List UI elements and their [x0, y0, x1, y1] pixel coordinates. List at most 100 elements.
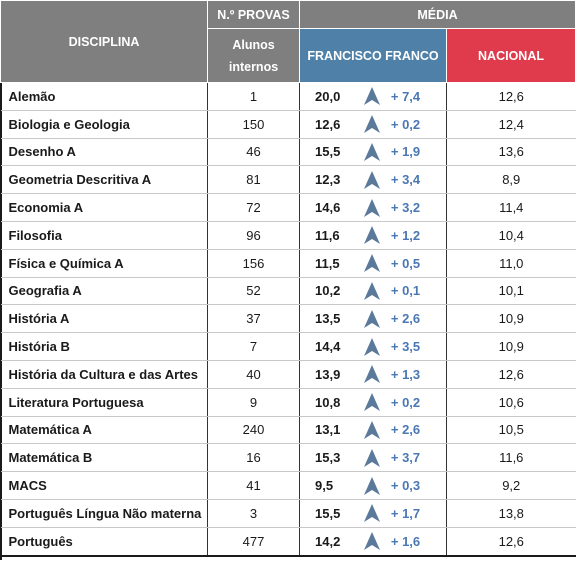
cell-nacional: 10,9 [446, 304, 576, 334]
cell-nacional: 9,2 [446, 471, 576, 500]
ff-score: 13,1 [315, 422, 341, 438]
cell-francisco-franco: 12,6 + 0,2 [299, 110, 447, 139]
ff-score: 11,6 [315, 227, 340, 243]
header-disciplina: DISCIPLINA [0, 0, 208, 83]
ff-difference: + 0,2 [390, 116, 421, 132]
cell-disciplina: Filosofia [0, 221, 208, 250]
ff-score: 20,0 [315, 88, 341, 104]
table-row: Biologia e Geologia 150 12,6 + 0,2 12,4 [0, 110, 576, 139]
cell-provas: 96 [207, 221, 300, 250]
ff-difference: + 7,4 [390, 88, 421, 104]
cell-provas: 1 [207, 82, 300, 111]
header-n-provas: N.º PROVAS [207, 0, 300, 29]
cell-disciplina: MACS [0, 471, 208, 500]
cell-francisco-franco: 13,9 + 1,3 [299, 360, 447, 389]
ff-score: 14,4 [315, 339, 341, 355]
cell-nacional: 12,6 [446, 527, 576, 557]
ff-score: 14,2 [315, 533, 341, 549]
cell-provas: 3 [207, 499, 300, 528]
up-arrow-icon [361, 531, 383, 551]
cell-nacional: 10,6 [446, 388, 576, 417]
cell-provas: 240 [207, 416, 300, 445]
header-francisco-franco-label: FRANCISCO FRANCO [307, 48, 439, 63]
cell-provas: 40 [207, 360, 300, 389]
ff-difference: + 2,6 [390, 422, 421, 438]
ff-difference: + 1,2 [390, 227, 421, 243]
header-nacional: NACIONAL [446, 28, 576, 83]
cell-francisco-franco: 9,5 + 0,3 [299, 471, 447, 500]
up-arrow-icon [361, 253, 383, 273]
up-arrow-icon [361, 476, 383, 496]
cell-nacional: 12,6 [446, 360, 576, 389]
cell-provas: 41 [207, 471, 300, 500]
cell-provas: 7 [207, 332, 300, 361]
header-n-provas-label: N.º PROVAS [217, 7, 290, 22]
up-arrow-icon [361, 392, 383, 412]
cell-disciplina: História B [0, 332, 208, 361]
table-row: Geografia A 52 10,2 + 0,1 10,1 [0, 277, 576, 306]
ff-difference: + 3,2 [390, 200, 421, 216]
cell-provas: 16 [207, 443, 300, 473]
table-row: Alemão 1 20,0 + 7,4 12,6 [0, 82, 576, 111]
up-arrow-icon [361, 114, 383, 134]
cell-disciplina: Geometria Descritiva A [0, 165, 208, 195]
table-row: Matemática A 240 13,1 + 2,6 10,5 [0, 416, 576, 445]
header-francisco-franco: FRANCISCO FRANCO [299, 28, 447, 83]
table-row: MACS 41 9,5 + 0,3 9,2 [0, 471, 576, 500]
table-row: Filosofia 96 11,6 + 1,2 10,4 [0, 221, 576, 250]
cell-disciplina: Física e Química A [0, 249, 208, 278]
ff-score: 15,5 [315, 505, 341, 521]
table-row: Matemática B 16 15,3 + 3,7 11,6 [0, 443, 576, 473]
ff-score: 10,8 [315, 394, 341, 410]
results-table-body: Alemão 1 20,0 + 7,4 12,6 Biologia e Geologia 1… [0, 82, 576, 557]
up-arrow-icon [361, 364, 383, 384]
cell-nacional: 13,6 [446, 138, 576, 167]
header-nacional-label: NACIONAL [478, 48, 544, 63]
cell-francisco-franco: 10,2 + 0,1 [299, 277, 447, 306]
table-row: História B 7 14,4 + 3,5 10,9 [0, 332, 576, 361]
ff-difference: + 1,9 [390, 144, 421, 160]
ff-difference: + 3,4 [390, 172, 421, 188]
cell-provas: 477 [207, 527, 300, 557]
ff-score: 15,3 [315, 450, 341, 466]
table-row: História da Cultura e das Artes 40 13,9 + 1… [0, 360, 576, 389]
cell-francisco-franco: 14,6 + 3,2 [299, 193, 447, 222]
cell-francisco-franco: 10,8 + 0,2 [299, 388, 447, 417]
cell-nacional: 11,4 [446, 193, 576, 222]
cell-provas: 156 [207, 249, 300, 278]
up-arrow-icon [361, 198, 383, 218]
cell-francisco-franco: 11,6 + 1,2 [299, 221, 447, 250]
cell-disciplina: Português [0, 527, 208, 557]
header-media: MÉDIA [299, 0, 576, 29]
table-row: Português Língua Não materna 3 15,5 + 1,7 13… [0, 499, 576, 528]
header-alunos-label: Alunos [232, 37, 275, 52]
cell-nacional: 8,9 [446, 165, 576, 195]
cell-disciplina: Literatura Portuguesa [0, 388, 208, 417]
ff-score: 12,3 [315, 172, 341, 188]
table-row: Economia A 72 14,6 + 3,2 11,4 [0, 193, 576, 222]
table-row: História A 37 13,5 + 2,6 10,9 [0, 304, 576, 334]
up-arrow-icon [361, 170, 383, 190]
ff-score: 12,6 [315, 116, 341, 132]
cell-nacional: 11,6 [446, 443, 576, 473]
table-row: Geometria Descritiva A 81 12,3 + 3,4 8,9 [0, 165, 576, 195]
ff-difference: + 0,1 [390, 283, 421, 299]
ff-score: 13,9 [315, 366, 341, 382]
cell-disciplina: Matemática B [0, 443, 208, 473]
header-internos-label: internos [228, 59, 279, 74]
up-arrow-icon [361, 225, 383, 245]
table-row: Física e Química A 156 11,5 + 0,5 11,0 [0, 249, 576, 278]
cell-provas: 72 [207, 193, 300, 222]
cell-disciplina: Português Língua Não materna [0, 499, 208, 528]
ff-score: 15,5 [315, 144, 341, 160]
ff-score: 10,2 [315, 283, 341, 299]
up-arrow-icon [361, 448, 383, 468]
cell-francisco-franco: 12,3 + 3,4 [299, 165, 447, 195]
cell-nacional: 11,0 [446, 249, 576, 278]
cell-provas: 150 [207, 110, 300, 139]
up-arrow-icon [361, 337, 383, 357]
cell-disciplina: Desenho A [0, 138, 208, 167]
cell-nacional: 10,1 [446, 277, 576, 306]
table-row: Desenho A 46 15,5 + 1,9 13,6 [0, 138, 576, 167]
